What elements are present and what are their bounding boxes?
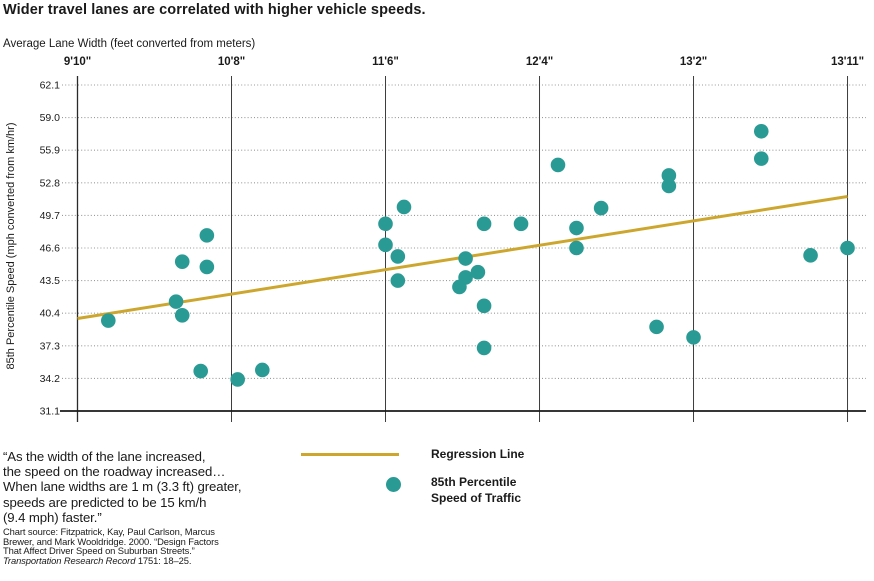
y-tick-label: 40.4 bbox=[40, 308, 61, 320]
data-point bbox=[168, 294, 184, 309]
y-tick-label: 34.2 bbox=[40, 373, 61, 385]
data-point bbox=[686, 330, 701, 345]
legend-point-swatch bbox=[386, 477, 401, 492]
x-tick-label: 9'10" bbox=[64, 56, 91, 68]
data-point bbox=[661, 168, 677, 183]
source-tail: 1751: 18–25. bbox=[135, 555, 192, 567]
data-point bbox=[396, 199, 412, 215]
data-point bbox=[476, 216, 492, 232]
data-point bbox=[458, 251, 473, 266]
legend-regression-label: Regression Line bbox=[431, 447, 525, 461]
y-tick-label: 37.3 bbox=[40, 340, 61, 352]
data-point bbox=[199, 228, 215, 243]
data-point bbox=[255, 362, 270, 378]
data-point bbox=[174, 308, 190, 323]
source-text: Chart source: Fitzpatrick, Kay, Paul Car… bbox=[3, 527, 273, 566]
scatter-chart: 62.1 59.0 55.9 52.8 49.7 46.6 43.5 40.4 37.3 34.2… bbox=[5, 56, 866, 422]
data-point bbox=[840, 240, 855, 256]
y-tick-label: 52.8 bbox=[40, 177, 61, 189]
y-tick-label: 55.9 bbox=[40, 145, 61, 157]
y-tick-label: 31.1 bbox=[40, 406, 61, 418]
data-point bbox=[378, 237, 393, 253]
y-tick-label: 43.5 bbox=[40, 275, 61, 287]
data-point bbox=[753, 151, 769, 166]
data-point bbox=[390, 249, 406, 264]
data-point bbox=[661, 178, 677, 194]
data-point bbox=[476, 298, 492, 314]
data-point bbox=[101, 313, 116, 328]
y-axis-title: 85th Percentile Speed (mph converted fro… bbox=[5, 122, 17, 369]
y-tick-label: 46.6 bbox=[40, 243, 61, 255]
x-axis-title: Average Lane Width (feet converted from … bbox=[3, 38, 256, 50]
data-point bbox=[569, 220, 584, 236]
x-tick-label: 12'4" bbox=[526, 56, 553, 68]
source-main: Chart source: Fitzpatrick, Kay, Paul Car… bbox=[3, 526, 219, 557]
data-point bbox=[174, 254, 190, 269]
y-tick-label: 62.1 bbox=[40, 80, 61, 92]
y-tick-label: 59.0 bbox=[40, 112, 61, 124]
data-point bbox=[452, 279, 467, 295]
data-point bbox=[470, 264, 486, 280]
data-point bbox=[513, 216, 529, 232]
data-point bbox=[593, 200, 609, 216]
x-tick-label: 10'8" bbox=[218, 56, 245, 68]
legend-regression-swatch bbox=[301, 453, 399, 456]
page-title: Wider travel lanes are correlated with h… bbox=[3, 2, 426, 18]
data-point bbox=[199, 259, 215, 275]
x-tick-label: 11'6" bbox=[372, 56, 399, 68]
legend-points-label: 85th Percentile Speed of Traffic bbox=[431, 475, 522, 505]
data-point bbox=[569, 240, 584, 256]
data-point bbox=[378, 216, 393, 232]
quote-text: “As the width of the lane increased, the… bbox=[3, 449, 242, 525]
data-point bbox=[193, 363, 209, 379]
source-journal: Transportation Research Record bbox=[3, 555, 136, 567]
data-point bbox=[649, 319, 664, 335]
data-point bbox=[803, 248, 818, 263]
data-point bbox=[550, 157, 566, 173]
data-point bbox=[476, 340, 492, 356]
data-point bbox=[390, 273, 406, 288]
x-tick-label: 13'2" bbox=[680, 56, 707, 68]
y-tick-label: 49.7 bbox=[40, 210, 61, 222]
x-tick-label: 13'11" bbox=[831, 56, 864, 68]
data-point bbox=[753, 123, 769, 139]
data-point bbox=[230, 372, 245, 387]
